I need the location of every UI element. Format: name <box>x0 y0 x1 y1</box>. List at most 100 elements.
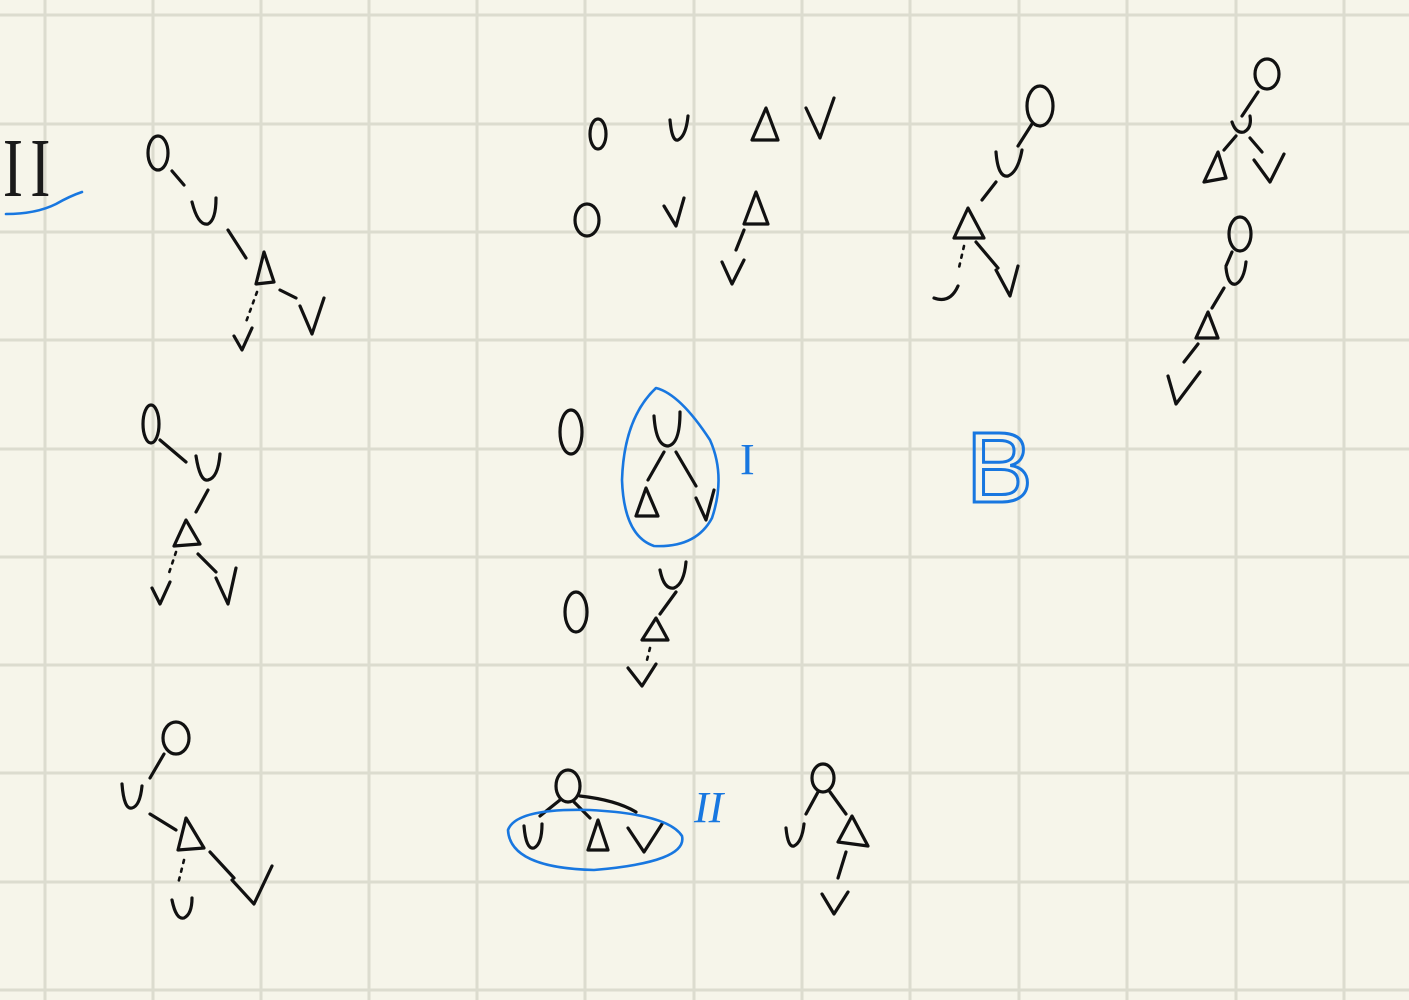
edge <box>1210 286 1226 310</box>
sequence-row-1 <box>588 96 836 151</box>
edge <box>226 228 248 260</box>
node-v <box>232 326 254 352</box>
edge <box>674 450 698 488</box>
edge <box>194 488 210 514</box>
label-B: B <box>966 412 1033 524</box>
edge <box>1182 342 1200 364</box>
node-v <box>694 488 716 522</box>
edge <box>1240 90 1260 118</box>
edge <box>980 180 998 202</box>
section-label: II <box>3 121 58 214</box>
edge-dashed <box>166 550 178 578</box>
edge <box>158 438 188 464</box>
node-v <box>820 890 850 916</box>
tree-3 <box>120 720 274 920</box>
node-o <box>563 590 589 634</box>
edge-dashed <box>244 290 259 324</box>
node-o <box>1025 84 1055 128</box>
node-v <box>626 822 664 854</box>
edge <box>278 288 298 300</box>
node-triangle <box>172 518 202 548</box>
edge <box>734 228 746 252</box>
edge <box>1248 136 1264 154</box>
node-triangle <box>176 816 206 852</box>
children-circle <box>506 808 684 872</box>
tree-6 <box>522 768 664 854</box>
subtree-circle <box>620 386 720 548</box>
node-triangle <box>254 250 276 286</box>
edge <box>170 169 186 187</box>
node-v <box>230 864 274 906</box>
handwritten-diagrams <box>120 57 1286 920</box>
node-v <box>1166 370 1202 406</box>
edge <box>658 590 678 616</box>
node-u <box>652 410 682 448</box>
edge <box>208 850 236 880</box>
node-triangle <box>640 616 670 642</box>
node-o <box>141 403 161 445</box>
node-u <box>194 452 222 482</box>
blue-annotations <box>4 190 720 872</box>
node-triangle <box>1194 310 1220 340</box>
edge <box>196 552 218 574</box>
edge <box>828 790 848 816</box>
node-o <box>554 768 582 804</box>
edge <box>974 240 1000 270</box>
tree-1 <box>146 134 326 352</box>
tree-8 <box>932 84 1055 302</box>
node-triangle <box>952 206 986 240</box>
tree-4 <box>558 408 716 522</box>
edge <box>578 794 638 814</box>
label-II: II <box>693 783 726 832</box>
node-o <box>573 202 601 238</box>
label-I: I <box>740 435 755 484</box>
node-o <box>1253 57 1281 91</box>
edge <box>1016 122 1034 148</box>
node-v <box>298 296 326 336</box>
tree-10 <box>1166 215 1253 406</box>
node-triangle <box>836 814 870 848</box>
node-triangle <box>586 818 610 852</box>
node-o <box>810 762 836 794</box>
node-u <box>170 896 194 920</box>
node-u <box>994 148 1024 178</box>
edge-dashed <box>644 646 652 666</box>
tree-2 <box>141 403 238 606</box>
node-o <box>588 117 608 151</box>
section-underline <box>4 190 84 216</box>
node-o <box>161 720 191 756</box>
node-u <box>932 284 960 302</box>
edge-dashed <box>956 244 966 274</box>
edge <box>148 812 178 832</box>
node-v <box>626 662 658 688</box>
node-v <box>994 264 1020 298</box>
node-u <box>784 822 806 848</box>
edge <box>538 798 562 818</box>
node-triangle <box>750 106 780 142</box>
node-v <box>662 196 686 228</box>
node-u <box>120 782 144 810</box>
edge <box>646 450 666 482</box>
node-v <box>804 96 836 140</box>
tree-5 <box>563 560 688 688</box>
node-o <box>1227 215 1253 253</box>
node-u <box>658 560 688 590</box>
node-v <box>214 566 238 606</box>
tree-9 <box>1202 57 1286 184</box>
node-v <box>1252 152 1286 184</box>
node-u <box>190 196 218 226</box>
node-u <box>668 114 690 142</box>
sequence-row-2 <box>573 190 770 286</box>
node-o <box>558 408 584 456</box>
node-triangle <box>742 190 770 226</box>
node-u <box>1230 114 1252 134</box>
node-o <box>146 134 170 172</box>
edge <box>1222 134 1238 152</box>
edge <box>148 752 166 780</box>
edge <box>1224 250 1234 268</box>
node-v <box>150 580 172 606</box>
edge-dashed <box>176 858 186 886</box>
node-triangle <box>1202 150 1228 184</box>
